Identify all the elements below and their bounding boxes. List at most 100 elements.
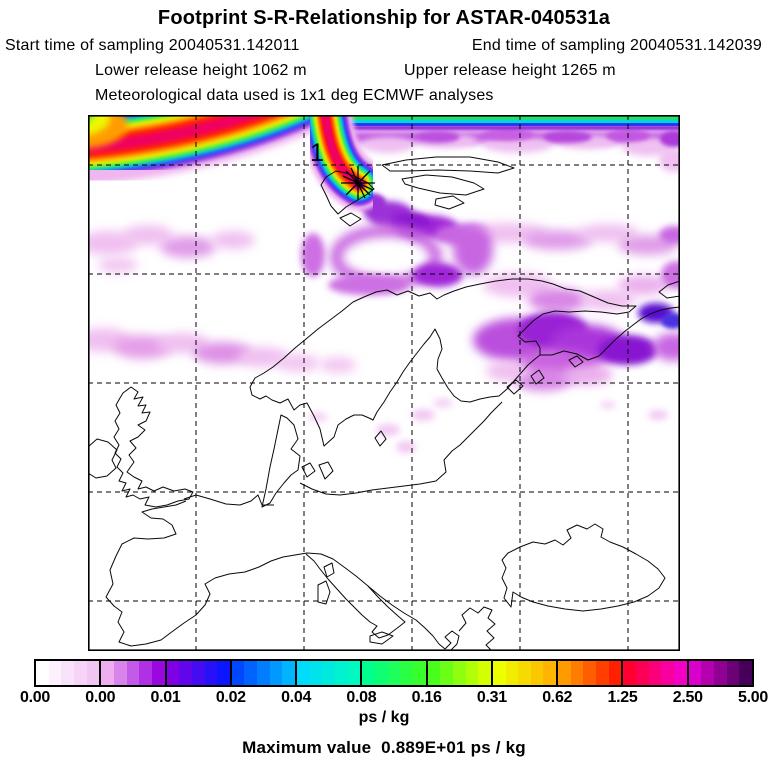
colorbar-tick-label: 0.16 (411, 689, 442, 706)
colorbar-cell (86, 661, 100, 685)
colorbar-cell (739, 661, 752, 685)
colorbar-cell (362, 661, 375, 685)
colorbar-segment (686, 661, 752, 685)
sampling-time-line: Start time of sampling 20040531.142011 E… (0, 37, 768, 55)
coast-edgeoya (401, 174, 485, 196)
colorbar-cell (608, 661, 622, 685)
colorbar-tick-label: 5.00 (738, 689, 768, 706)
coast-corsica (323, 562, 335, 578)
colorbar-segment (425, 661, 491, 685)
colorbar-cell (282, 661, 296, 685)
colorbar-cell (166, 661, 180, 685)
coast-west-south-europe (105, 500, 446, 650)
colorbar-cell (347, 661, 361, 685)
colorbar-cell (151, 661, 165, 685)
colorbar-tick-label: 0.00 (85, 689, 116, 706)
coast-fyn (301, 462, 316, 478)
colorbar-cell (73, 661, 87, 685)
coast-aegean-turkey (458, 606, 496, 651)
colorbar-cell (61, 661, 74, 685)
colorbar-cell (661, 661, 675, 685)
colorbar-tick-label: 0.31 (476, 689, 507, 706)
colorbar-cell (179, 661, 192, 685)
colorbar-segment (36, 661, 100, 685)
coast-north-sea (183, 494, 274, 506)
coast-svalbard-islet (434, 195, 465, 210)
colorbar-tick-label: 0.04 (281, 689, 312, 706)
coastlines (88, 156, 680, 651)
coast-lake-onega (530, 369, 545, 385)
footprint-map-svg: 1 (88, 115, 681, 652)
map-frame (88, 115, 681, 652)
coast-black-sea (501, 523, 666, 612)
met-data-text: Meteorological data used is 1x1 deg ECMW… (95, 87, 494, 104)
colorbar-cell (335, 661, 348, 685)
colorbar-tick-label: 0.02 (215, 689, 246, 706)
colorbar-tick-label: 2.50 (672, 689, 703, 706)
colorbar-cell (269, 661, 283, 685)
colorbar-cell (558, 661, 571, 685)
colorbar-cell (465, 661, 479, 685)
colorbar-cell (701, 661, 714, 685)
colorbar-tick-label: 0.01 (150, 689, 181, 706)
coast-kola (352, 278, 637, 355)
coast-ireland (88, 438, 118, 479)
receptor-number-label: 1 (310, 139, 324, 167)
colorbar-cell (636, 661, 649, 685)
colorbar-cell (452, 661, 466, 685)
colorbar-cell (101, 661, 114, 685)
colorbar-unit: ps / kg (358, 709, 410, 726)
colorbar-cell (48, 661, 62, 685)
coast-sicily (369, 631, 394, 645)
coast-greece (444, 630, 460, 651)
colorbar-cell (309, 661, 323, 685)
lower-release-text: Lower release height 1062 m (95, 62, 307, 79)
colorbar-segment (164, 661, 230, 685)
colorbar-cell (36, 661, 49, 685)
coast-spitsbergen (320, 170, 375, 227)
colorbar-tick-label: 0.62 (542, 689, 573, 706)
colorbar-segment (556, 661, 622, 685)
colorbar-cell (244, 661, 258, 685)
coast-britain (113, 386, 194, 508)
colorbar-cell (583, 661, 597, 685)
coast-white-sea-east (540, 306, 680, 361)
colorbar-cell (726, 661, 740, 685)
colorbar-cell (688, 661, 702, 685)
receptor-marker-icon (341, 166, 375, 200)
coast-white-sea-island (568, 355, 584, 368)
colorbar-segment (360, 661, 426, 685)
colorbar-cell (623, 661, 637, 685)
colorbar-cell (570, 661, 584, 685)
coast-gotland (374, 430, 387, 447)
colorbar-cell (231, 661, 245, 685)
colorbar-cell (543, 661, 557, 685)
diffuse-field-blobs (88, 193, 680, 453)
colorbar-cell (530, 661, 544, 685)
colorbar-cell (492, 661, 506, 685)
coast-jutland (261, 414, 301, 508)
colorbar-cell (412, 661, 426, 685)
top-edge-band (334, 115, 680, 172)
page-title: Footprint S-R-Relationship for ASTAR-040… (157, 7, 611, 29)
colorbar-cell (596, 661, 609, 685)
colorbar-cell (113, 661, 127, 685)
colorbar-cell (387, 661, 401, 685)
coast-baltic-south (299, 401, 503, 496)
colorbar-cell (505, 661, 519, 685)
colorbar-cell (191, 661, 205, 685)
colorbar-segment (99, 661, 165, 685)
coast-lake-ladoga (506, 379, 524, 395)
colorbar-cell (518, 661, 531, 685)
colorbar-segment (295, 661, 361, 685)
colorbar-cell (217, 661, 230, 685)
colorbar-cell (322, 661, 336, 685)
colorbar-cell (257, 661, 270, 685)
colorbar-segment (229, 661, 296, 685)
coast-nordaustlandet (381, 156, 515, 174)
colorbar-tick-label: 0.08 (346, 689, 377, 706)
maximum-value-text: Maximum value 0.889E+01 ps / kg (242, 738, 526, 757)
coast-zealand (318, 461, 334, 480)
colorbar-labels: 0.00 0.00 0.01 0.02 0.04 0.08 0.16 0.31 0.62 1.25… (20, 689, 768, 707)
colorbar-cell (400, 661, 413, 685)
